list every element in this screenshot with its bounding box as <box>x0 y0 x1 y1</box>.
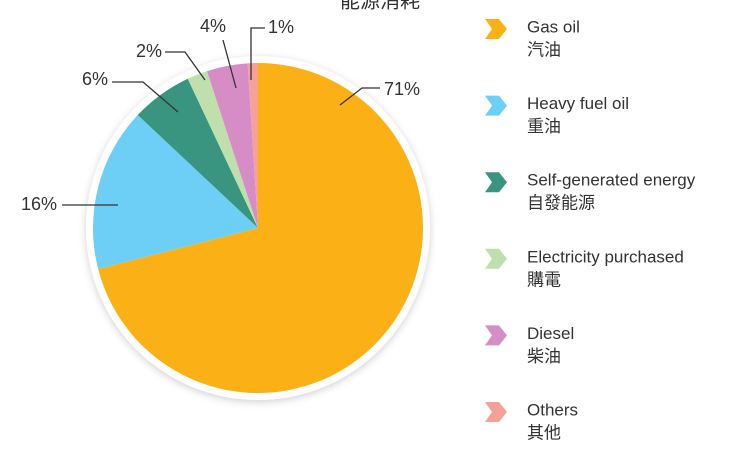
pie-slice <box>98 63 423 393</box>
pie-slice <box>137 78 258 228</box>
legend-label-zh: 自發能源 <box>527 194 595 213</box>
leader-line <box>222 39 237 89</box>
legend-label-zh: 汽油 <box>527 40 561 59</box>
legend-label-zh: 購電 <box>527 270 561 289</box>
data-label: 1% <box>268 17 294 37</box>
legend-label: Heavy fuel oil <box>527 94 629 113</box>
pie-slice <box>247 63 258 228</box>
legend-label-zh: 其他 <box>527 423 561 442</box>
data-label: 4% <box>200 16 226 36</box>
pie-slice <box>207 63 258 228</box>
legend-icon <box>485 95 507 116</box>
legend-icon <box>485 19 507 39</box>
legend-icon <box>485 248 507 269</box>
data-label: 6% <box>82 69 108 89</box>
leader-line <box>339 87 380 106</box>
data-label: 16% <box>21 194 57 214</box>
legend-label: Gas oil <box>527 17 580 36</box>
leader-line <box>165 51 206 81</box>
chart-title: 能源消耗 <box>340 0 420 12</box>
leader-line <box>112 81 179 113</box>
legend-icon <box>485 325 507 346</box>
legend-icon <box>485 402 507 422</box>
legend-label-zh: 重油 <box>527 117 561 136</box>
legend-label: Self-generated energy <box>527 171 696 190</box>
data-label: 71% <box>384 79 420 99</box>
legend-label: Diesel <box>527 324 574 343</box>
pie-slice <box>187 71 258 228</box>
pie-slice <box>92 115 258 270</box>
legend-label-zh: 柴油 <box>527 347 561 366</box>
leader-line <box>250 27 265 80</box>
legend-label: Others <box>527 400 578 419</box>
legend-icon <box>485 172 507 193</box>
data-label: 2% <box>136 41 162 61</box>
legend-label: Electricity purchased <box>527 247 684 266</box>
